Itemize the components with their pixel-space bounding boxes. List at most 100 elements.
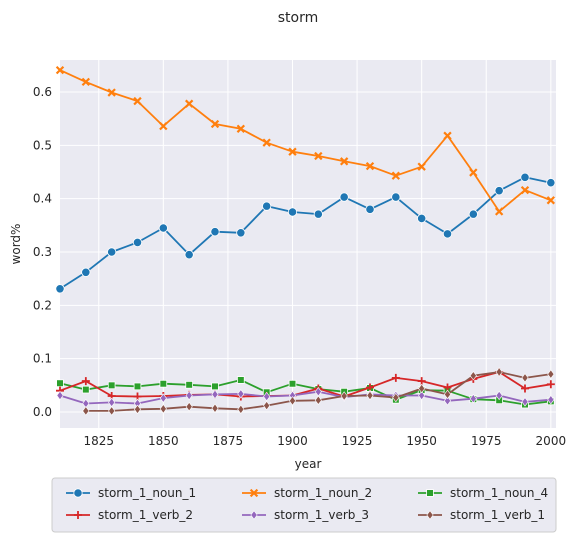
- data-point: [495, 390, 503, 401]
- data-point: [288, 396, 297, 406]
- x-tick-label: 1875: [213, 434, 244, 448]
- data-point: [159, 379, 168, 388]
- chart-title: storm: [278, 10, 319, 26]
- legend-marker: [249, 488, 259, 498]
- data-point: [81, 377, 90, 386]
- data-point: [494, 207, 504, 216]
- data-point: [210, 227, 220, 237]
- series-group: [55, 65, 556, 416]
- y-tick-label: 0.6: [33, 85, 52, 99]
- data-point: [391, 192, 401, 202]
- y-tick-label: 0.3: [33, 245, 52, 259]
- legend-entry: storm_1_verb_3: [242, 508, 369, 522]
- data-point: [469, 371, 477, 381]
- legend-label: storm_1_noun_4: [450, 486, 548, 500]
- data-point: [236, 124, 246, 133]
- data-point: [81, 77, 91, 87]
- x-tick-label: 1950: [406, 434, 437, 448]
- data-point: [521, 384, 529, 393]
- grid: [60, 60, 556, 428]
- data-point: [108, 406, 116, 416]
- data-point: [365, 204, 375, 214]
- data-point: [468, 209, 478, 219]
- data-point: [520, 172, 530, 182]
- data-point: [262, 201, 272, 211]
- data-point: [443, 396, 452, 406]
- legend-label: storm_1_verb_3: [274, 508, 369, 522]
- series-line: [59, 69, 552, 213]
- data-point: [546, 196, 556, 205]
- data-point: [107, 381, 116, 390]
- data-point: [313, 209, 323, 219]
- data-point: [185, 380, 193, 389]
- data-point: [55, 65, 65, 75]
- data-point: [82, 385, 90, 394]
- y-tick-label: 0.0: [33, 405, 52, 419]
- y-tick-label: 0.2: [33, 298, 52, 312]
- data-point: [547, 395, 555, 405]
- data-point: [339, 157, 349, 166]
- data-point: [237, 389, 245, 399]
- data-point: [211, 389, 219, 400]
- x-tick-label: 1925: [342, 434, 373, 448]
- legend-marker: [74, 511, 82, 519]
- data-point: [417, 213, 427, 223]
- legend-marker: [250, 510, 258, 520]
- data-point: [185, 401, 193, 412]
- legend-label: storm_1_verb_2: [98, 508, 193, 522]
- data-point: [107, 88, 116, 97]
- data-point: [237, 404, 245, 415]
- data-point: [417, 377, 426, 386]
- x-tick-label: 1850: [148, 434, 179, 448]
- x-tick-label: 2000: [536, 434, 567, 448]
- x-axis-label: year: [295, 457, 322, 471]
- legend-entry: storm_1_noun_1: [66, 486, 196, 500]
- data-point: [392, 392, 400, 403]
- legend-entry: storm_1_verb_2: [66, 508, 193, 522]
- data-point: [159, 393, 167, 403]
- series-storm_1_noun_2: [55, 65, 556, 216]
- data-point: [521, 373, 529, 383]
- data-point: [366, 390, 374, 401]
- series-line: [59, 371, 551, 398]
- data-point: [339, 192, 349, 202]
- series-line: [59, 176, 551, 290]
- series-storm_1_noun_1: [55, 172, 556, 294]
- legend-marker: [426, 489, 434, 497]
- data-point: [107, 247, 117, 257]
- data-point: [546, 178, 556, 188]
- data-point: [314, 395, 322, 405]
- data-point: [314, 151, 323, 161]
- data-point: [443, 131, 452, 140]
- data-point: [546, 380, 555, 389]
- data-point: [132, 237, 143, 247]
- x-tick-label: 1825: [83, 434, 114, 448]
- data-point: [417, 162, 426, 171]
- legend-label: storm_1_verb_1: [450, 508, 545, 522]
- legend-label: storm_1_noun_1: [98, 486, 196, 500]
- data-point: [469, 393, 477, 404]
- data-point: [55, 284, 65, 294]
- data-point: [365, 161, 375, 171]
- x-tick-label: 1975: [471, 434, 502, 448]
- data-point: [211, 403, 219, 413]
- data-point: [81, 267, 91, 277]
- y-tick-label: 0.4: [33, 192, 52, 206]
- data-point: [418, 383, 426, 394]
- data-point: [133, 404, 142, 415]
- data-point: [211, 382, 219, 391]
- data-point: [391, 373, 400, 382]
- data-point: [159, 404, 167, 414]
- data-point: [159, 121, 168, 131]
- y-axis-label: word%: [9, 224, 23, 265]
- data-point: [262, 138, 271, 147]
- data-point: [56, 390, 64, 401]
- x-tick-label: 1900: [277, 434, 308, 448]
- legend-entry: storm_1_noun_4: [418, 486, 548, 500]
- data-point: [263, 391, 271, 402]
- data-point: [82, 406, 90, 416]
- legend-entry: storm_1_verb_1: [418, 508, 545, 522]
- y-tick-labels: 0.0 0.1 0.2 0.3 0.4 0.5 0.6: [33, 85, 52, 419]
- data-point: [133, 96, 142, 106]
